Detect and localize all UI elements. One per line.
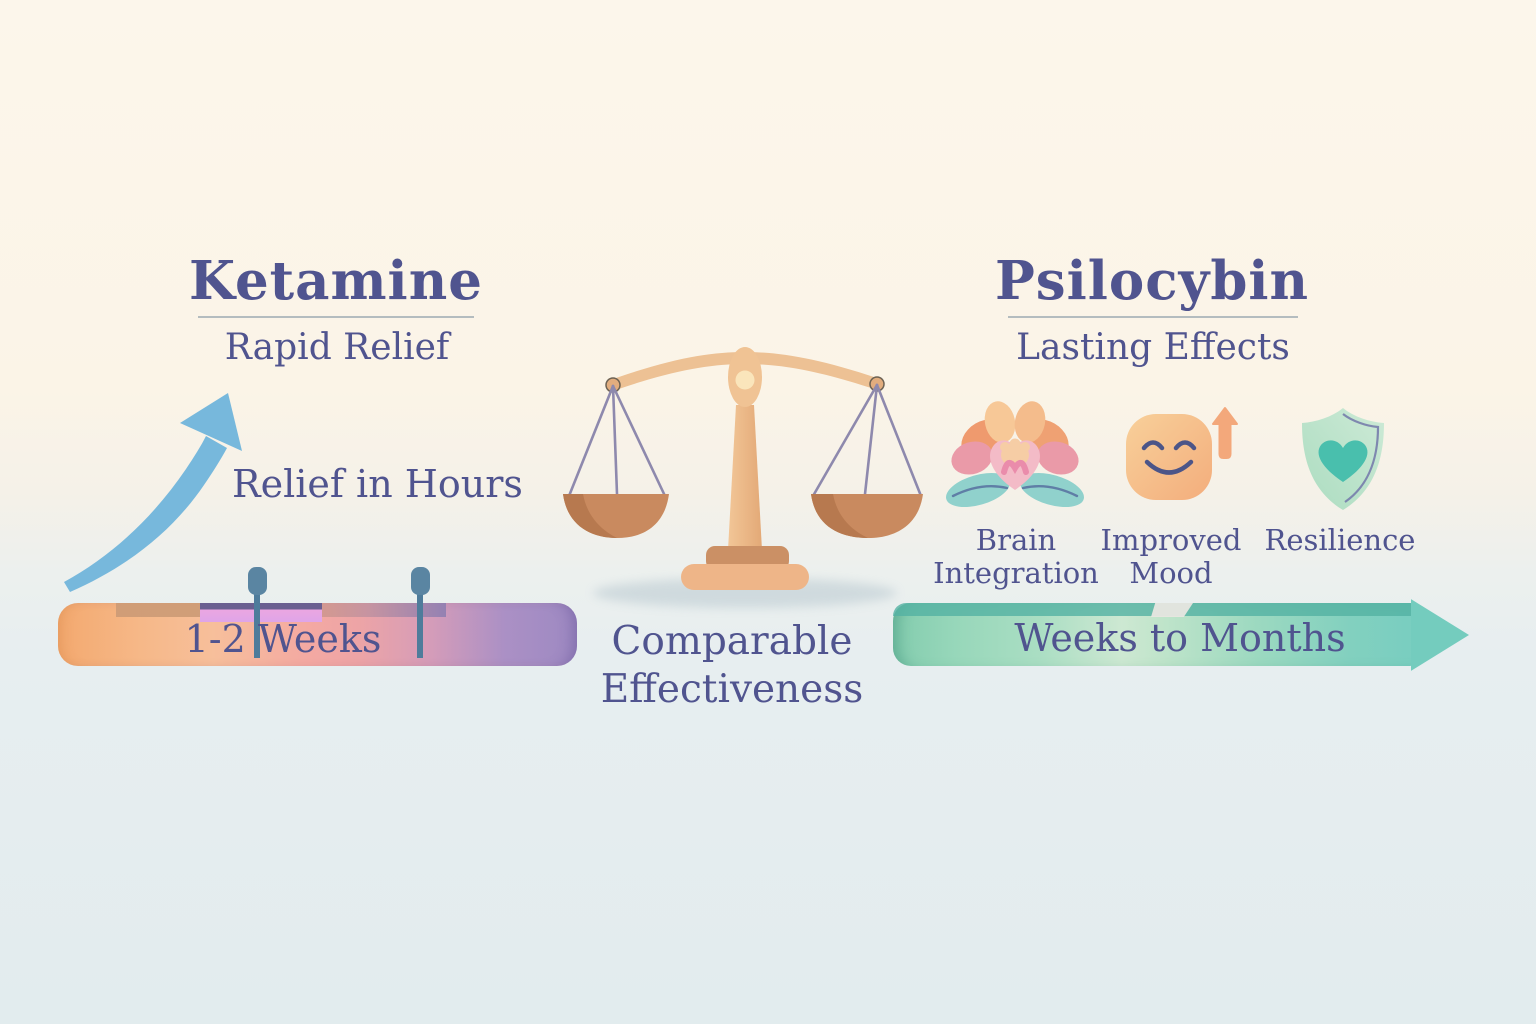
balance-scale-icon bbox=[563, 347, 923, 608]
timeline-pin-icon bbox=[411, 567, 430, 595]
ketamine-timeline-label: 1-2 Weeks bbox=[184, 617, 382, 661]
timeline-pin-icon bbox=[248, 567, 267, 595]
center-label: Comparable Effectiveness bbox=[601, 618, 864, 713]
timeline-top-strip bbox=[893, 603, 1413, 616]
psilocybin-subtitle: Lasting Effects bbox=[1016, 327, 1290, 368]
ketamine-subtitle: Rapid Relief bbox=[224, 327, 450, 368]
timeline-pin-icon bbox=[254, 590, 260, 658]
benefit-label-resilience: Resilience bbox=[1264, 523, 1416, 557]
center-label-line1: Comparable bbox=[611, 619, 853, 664]
rising-arrow-icon bbox=[64, 393, 242, 592]
timeline-notch bbox=[1151, 603, 1193, 617]
psilocybin-title: Psilocybin bbox=[994, 250, 1310, 312]
ketamine-title-divider bbox=[198, 316, 474, 318]
smiley-growth-icon bbox=[1126, 407, 1238, 500]
timeline-pin-icon bbox=[417, 590, 423, 658]
psilocybin-title-divider bbox=[1008, 316, 1298, 318]
center-label-line2: Effectiveness bbox=[600, 666, 864, 712]
timeline-segment bbox=[200, 603, 322, 622]
ketamine-timeline-bar bbox=[58, 603, 577, 666]
flower-brain-icon bbox=[946, 401, 1084, 508]
up-arrow-icon bbox=[1212, 407, 1238, 459]
benefit-label-brain-integration: Brain Integration bbox=[933, 523, 1099, 591]
benefit-label-improved-mood: Improved Mood bbox=[1100, 523, 1242, 591]
shield-heart-icon bbox=[1302, 408, 1384, 510]
timeline-arrowhead-icon bbox=[1411, 599, 1469, 671]
ketamine-title: Ketamine bbox=[189, 250, 483, 312]
psilocybin-timeline-label: Weeks to Months bbox=[1014, 616, 1346, 660]
ketamine-annotation: Relief in Hours bbox=[232, 462, 523, 506]
